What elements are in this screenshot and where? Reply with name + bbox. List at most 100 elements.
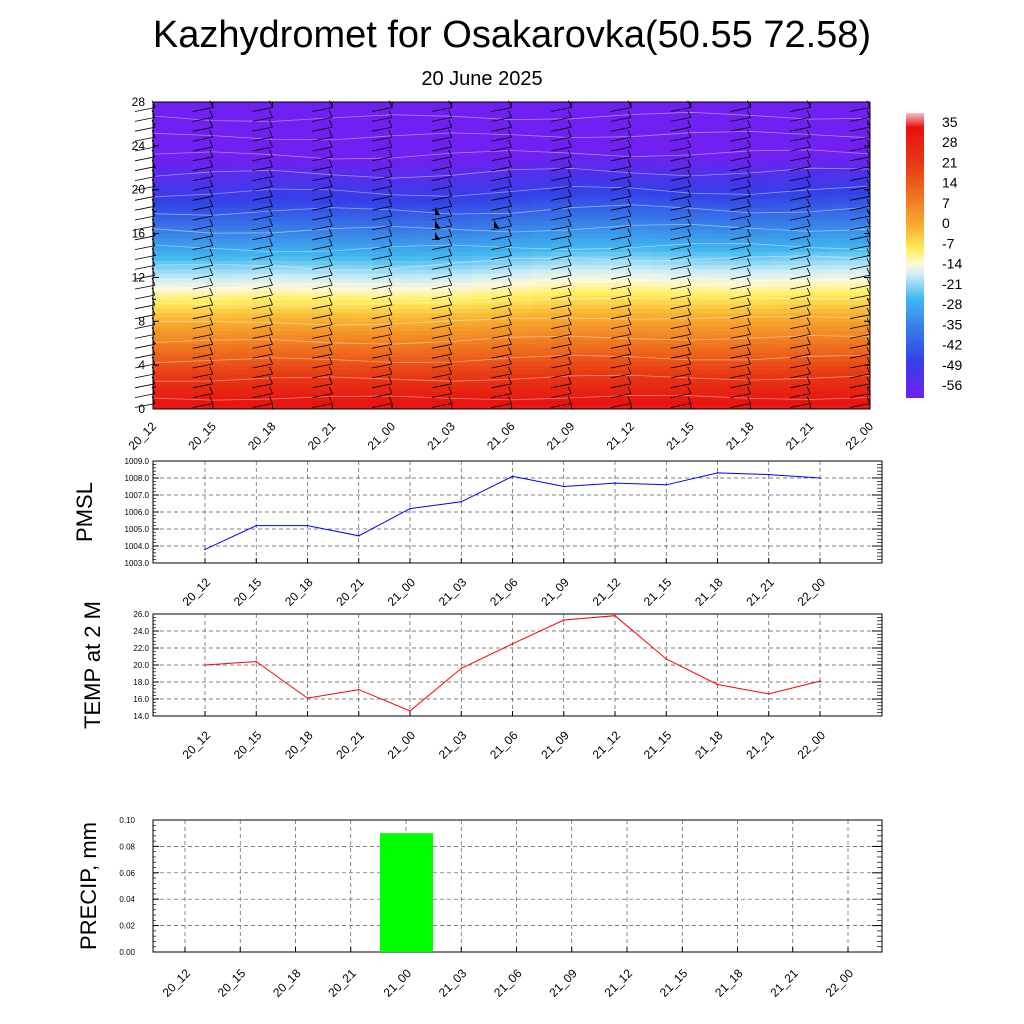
temp-y-tick-label: 26.0 xyxy=(133,610,149,619)
wind-barb xyxy=(312,179,333,191)
heatmap-cell xyxy=(352,229,373,235)
heatmap-cell xyxy=(352,338,373,345)
heatmap-cell xyxy=(411,220,433,226)
heatmap-cell xyxy=(750,277,772,283)
heatmap-cell xyxy=(710,194,732,200)
heatmap-cell xyxy=(730,229,752,235)
heatmap-cell xyxy=(312,360,334,366)
heatmap-cell xyxy=(511,347,533,353)
heatmap-cell xyxy=(770,264,792,270)
wind-barb xyxy=(551,268,572,280)
heatmap-cell xyxy=(730,242,752,248)
heatmap-cell xyxy=(531,242,553,248)
heatmap-cell xyxy=(650,123,672,130)
heatmap-cell xyxy=(790,128,812,134)
heatmap-cell xyxy=(491,356,513,362)
heatmap-cell xyxy=(511,224,533,230)
heatmap-cell xyxy=(670,334,692,340)
wind-barb xyxy=(134,337,156,349)
heatmap-cell xyxy=(312,369,334,375)
heatmap-cell xyxy=(730,115,752,121)
heatmap-cell xyxy=(491,202,513,209)
wind-barb xyxy=(371,277,393,290)
heatmap-cell xyxy=(411,159,433,165)
wind-barb xyxy=(431,189,453,201)
heatmap-cell xyxy=(451,154,473,160)
heatmap-cell xyxy=(153,351,174,358)
heatmap-cell xyxy=(212,229,234,235)
heatmap-cell xyxy=(372,202,393,209)
heatmap-cell xyxy=(810,194,831,200)
heatmap-cell xyxy=(571,159,592,165)
heatmap-cell xyxy=(372,365,393,371)
heatmap-cell xyxy=(192,224,214,230)
heatmap-cell xyxy=(471,145,493,152)
heatmap-cell xyxy=(312,281,334,287)
heatmap-cell xyxy=(332,202,353,209)
isotherm-contour xyxy=(153,394,870,401)
heatmap-cell xyxy=(571,290,592,296)
heatmap-cell xyxy=(252,150,274,156)
heatmap-cell xyxy=(611,128,632,134)
heatmap-cell xyxy=(830,211,851,217)
heatmap-cell xyxy=(790,229,812,235)
wind-barb xyxy=(670,169,692,181)
heatmap-cell xyxy=(212,395,234,402)
wind-barb xyxy=(610,110,632,122)
heatmap-cell xyxy=(392,391,413,397)
heatmap-cell xyxy=(830,102,851,108)
heatmap-cell xyxy=(770,330,792,336)
wind-barb xyxy=(134,248,156,260)
heatmap-cell xyxy=(810,286,831,292)
heatmap-cell xyxy=(491,273,513,279)
heatmap-cell xyxy=(730,316,752,323)
heatmap-cell xyxy=(750,404,772,409)
heatmap-cell xyxy=(411,150,433,156)
heatmap-cell xyxy=(670,119,692,125)
heatmap-cell xyxy=(172,132,194,138)
heatmap-cell xyxy=(810,216,831,222)
pmsl-point xyxy=(563,485,565,488)
heatmap-cell xyxy=(850,273,870,279)
heatmap-cell xyxy=(670,330,692,336)
heatmap-cell xyxy=(192,321,214,327)
heatmap-cell xyxy=(352,211,373,217)
heatmap-cell xyxy=(153,198,174,204)
heatmap-cell xyxy=(451,387,473,393)
heatmap-cell xyxy=(172,290,194,296)
heatmap-cell xyxy=(212,299,234,305)
heatmap-x-tick-label: 21_21 xyxy=(783,419,817,453)
wind-barb xyxy=(431,366,453,379)
heatmap-cell xyxy=(312,299,334,305)
heatmap-cell xyxy=(272,334,294,340)
heatmap-cell xyxy=(451,167,473,173)
heatmap-cell xyxy=(571,110,592,116)
heatmap-cell xyxy=(332,229,353,235)
wind-barb xyxy=(610,287,632,300)
heatmap-cell xyxy=(591,150,612,156)
heatmap-cell xyxy=(850,137,870,143)
heatmap-cell xyxy=(153,189,174,195)
heatmap-cell xyxy=(212,194,234,200)
heatmap-cell xyxy=(571,106,592,112)
heatmap-cell xyxy=(810,176,831,182)
heatmap-cell xyxy=(830,334,851,340)
heatmap-cell xyxy=(172,176,194,182)
heatmap-cell xyxy=(411,312,433,318)
heatmap-cell xyxy=(153,137,174,143)
heatmap-cell xyxy=(451,338,473,345)
heatmap-cell xyxy=(810,277,831,283)
wind-barb xyxy=(192,258,214,270)
heatmap-cell xyxy=(372,338,393,345)
heatmap-cell xyxy=(730,294,752,301)
heatmap-cell xyxy=(212,303,234,309)
wind-barb xyxy=(252,297,273,310)
heatmap-cell xyxy=(511,308,533,314)
heatmap-cell xyxy=(611,229,632,235)
heatmap-cell xyxy=(411,316,433,323)
isotherm-contour xyxy=(153,167,870,179)
precip-y-tick-label: 0.08 xyxy=(119,842,135,851)
heatmap-cell xyxy=(292,347,314,353)
heatmap-cell xyxy=(710,259,732,266)
heatmap-cell xyxy=(710,312,732,318)
